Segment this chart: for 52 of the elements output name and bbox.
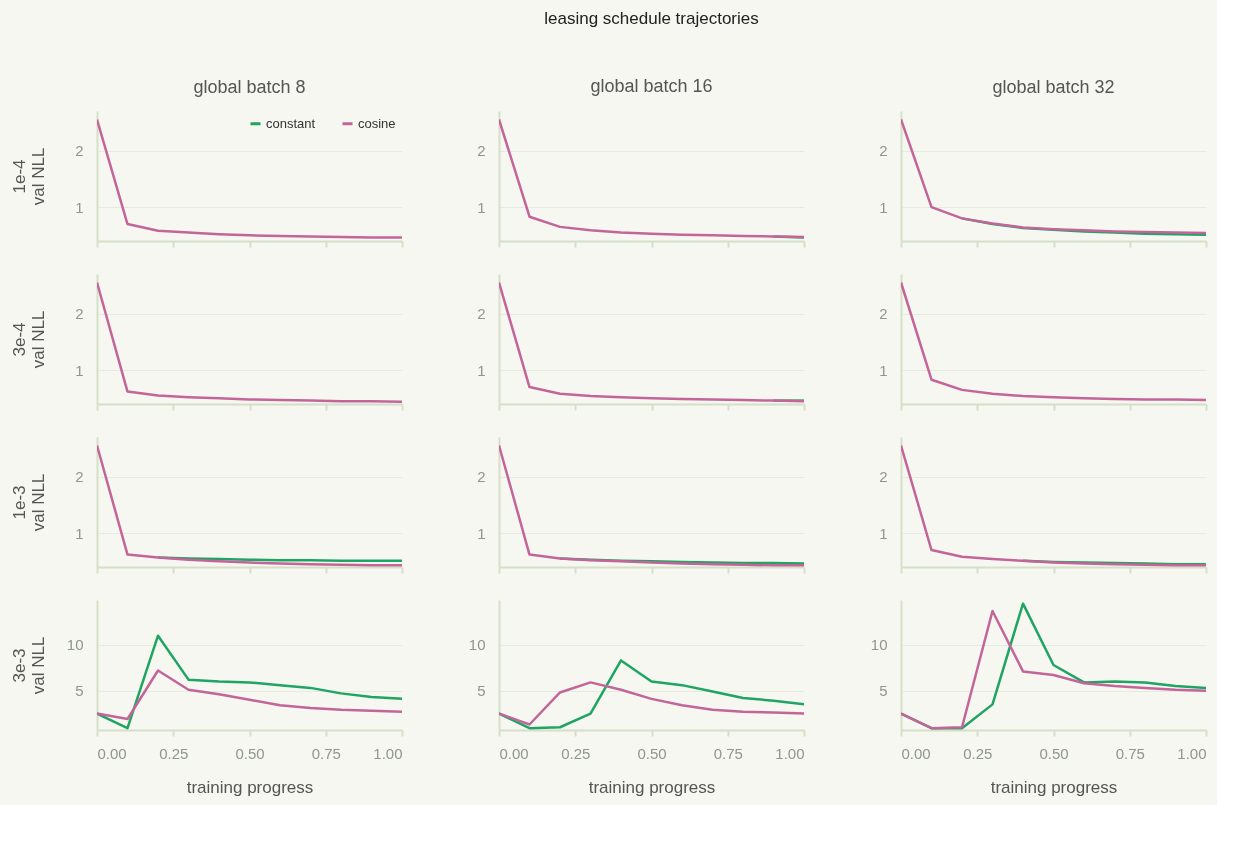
y-tick-label: 5 (477, 682, 486, 700)
legend-label: cosine (358, 115, 396, 131)
y-tick-label: 2 (477, 468, 486, 486)
x-axis-title: training progress (990, 777, 1118, 797)
y-tick-label: 1 (879, 524, 888, 542)
y-axis-title: 1e-4 val NLL (9, 147, 48, 206)
x-tick-label: 0.50 (1039, 744, 1069, 762)
x-tick-label: 0.50 (235, 744, 265, 762)
x-tick-label: 0.75 (1115, 744, 1145, 762)
x-tick-label: 0.00 (901, 744, 931, 762)
y-tick-label: 2 (879, 142, 888, 160)
x-tick-label: 1.00 (373, 744, 403, 762)
y-tick-label: 2 (75, 305, 84, 323)
x-tick-label: 0.25 (561, 744, 591, 762)
y-tick-label: 1 (477, 524, 486, 542)
chart-subtitle: global batch 32 (992, 77, 1115, 97)
chart-title: leasing schedule trajectories (544, 9, 759, 28)
x-axis-title: training progress (588, 777, 716, 797)
x-tick-label: 0.00 (499, 744, 529, 762)
y-tick-label: 2 (477, 305, 486, 323)
y-tick-label: 2 (75, 468, 84, 486)
y-axis-title: 1e-3 val NLL (9, 473, 48, 532)
x-tick-label: 0.50 (637, 744, 667, 762)
y-axis-title: 3e-3 val NLL (9, 636, 48, 695)
y-tick-label: 1 (75, 198, 84, 216)
x-tick-label: 0.25 (963, 744, 993, 762)
y-tick-label: 10 (870, 636, 888, 654)
y-tick-label: 5 (75, 682, 84, 700)
x-tick-label: 0.25 (159, 744, 189, 762)
y-tick-label: 1 (477, 361, 486, 379)
y-tick-label: 2 (879, 468, 888, 486)
x-tick-label: 1.00 (1177, 744, 1207, 762)
y-tick-label: 1 (879, 198, 888, 216)
y-tick-label: 2 (477, 142, 486, 160)
y-tick-label: 1 (879, 361, 888, 379)
chart-subtitle: global batch 16 (590, 76, 713, 96)
x-tick-label: 0.75 (713, 744, 743, 762)
chart-subtitle: global batch 8 (193, 77, 306, 97)
y-tick-label: 1 (477, 198, 486, 216)
x-tick-label: 0.00 (97, 744, 127, 762)
y-tick-label: 2 (879, 305, 888, 323)
x-tick-label: 0.75 (311, 744, 341, 762)
y-tick-label: 10 (468, 636, 486, 654)
y-tick-label: 1 (75, 361, 84, 379)
y-tick-label: 5 (879, 682, 888, 700)
x-tick-label: 1.00 (775, 744, 805, 762)
y-axis-title: 3e-4 val NLL (9, 310, 48, 369)
y-tick-label: 2 (75, 142, 84, 160)
y-tick-label: 1 (75, 524, 84, 542)
legend-label: constant (266, 115, 316, 131)
y-tick-label: 10 (66, 636, 84, 654)
x-axis-title: training progress (186, 777, 314, 797)
